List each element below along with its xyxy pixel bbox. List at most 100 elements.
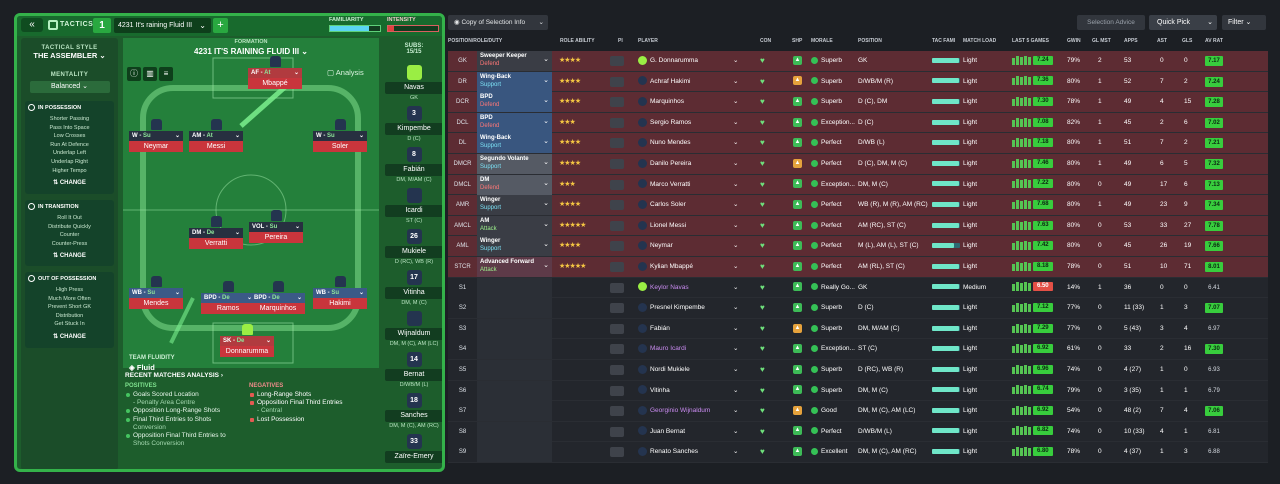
pitch-player-role[interactable]: DM - De ⌄ bbox=[189, 228, 243, 238]
pitch-player-mbappe[interactable]: AF - At ⌄ Mbappé bbox=[248, 56, 302, 89]
pi-toggle[interactable] bbox=[610, 406, 624, 417]
pitch-player-marquinhos[interactable]: BPD - De ⌄ Marquinhos bbox=[251, 281, 305, 314]
col-header[interactable]: AST bbox=[1157, 38, 1167, 44]
col-header[interactable]: TAC FAMI bbox=[932, 38, 956, 44]
sub-vitinha[interactable]: 17 Vitinha DM, M (C) bbox=[385, 270, 442, 306]
sub-bernat[interactable]: 14 Bernat D/WB/M (L) bbox=[385, 352, 442, 388]
pitch-player-role[interactable]: BPD - De ⌄ bbox=[201, 293, 255, 303]
pi-toggle[interactable] bbox=[610, 200, 624, 211]
tactic-slot-1[interactable]: 1 bbox=[93, 18, 111, 33]
filter-button[interactable]: Filter ⌄ bbox=[1222, 15, 1266, 30]
col-header[interactable]: GLS bbox=[1182, 38, 1193, 44]
tactical-style-select[interactable]: THE ASSEMBLER ⌄ bbox=[33, 51, 106, 60]
role-duty-select[interactable]: Advanced Forward Attack ⌄ bbox=[477, 256, 552, 277]
table-row[interactable]: S3 Fabián ⌄ ♥ ▲ Superb DM, M/AM (C) Light 7.29 7… bbox=[448, 318, 1268, 340]
role-duty-select[interactable]: AM Attack ⌄ bbox=[477, 215, 552, 236]
col-header[interactable]: CON bbox=[760, 38, 772, 44]
table-row[interactable]: DMCR Segundo Volante Support ⌄ ★★★★ Danilo Pe… bbox=[448, 153, 1268, 175]
table-row[interactable]: S5 Nordi Mukiele ⌄ ♥ ▲ Superb D (RC), WB (R) Li… bbox=[448, 359, 1268, 381]
bar-chart-icon[interactable]: ▥ bbox=[143, 67, 157, 81]
pitch-player-neymar[interactable]: W - Su ⌄ Neymar bbox=[129, 119, 183, 152]
player-menu-button[interactable]: ⌄ bbox=[733, 304, 739, 312]
role-duty-select[interactable]: Sweeper Keeper Defend ⌄ bbox=[477, 51, 552, 71]
player-menu-button[interactable]: ⌄ bbox=[733, 283, 739, 291]
player-menu-button[interactable]: ⌄ bbox=[733, 345, 739, 353]
table-row[interactable]: DCR BPD Defend ⌄ ★★★★ Marquinhos ⌄ ♥ ▲ Superb D (C… bbox=[448, 92, 1268, 113]
col-header[interactable]: MATCH LOAD bbox=[963, 38, 997, 44]
player-name[interactable]: Marquinhos bbox=[638, 92, 738, 112]
col-header[interactable]: POSITION bbox=[858, 38, 882, 44]
table-row[interactable]: AML Winger Support ⌄ ★★★★ Neymar ⌄ ♥ ▲ Perfect M (… bbox=[448, 236, 1268, 257]
player-menu-button[interactable]: ⌄ bbox=[733, 324, 739, 332]
pitch-player-pereira[interactable]: VOL - Su ⌄ Pereira bbox=[249, 210, 303, 243]
pi-toggle[interactable] bbox=[610, 56, 624, 66]
pi-toggle[interactable] bbox=[610, 220, 624, 231]
table-row[interactable]: STCR Advanced Forward Attack ⌄ ★★★★★ Kylian M… bbox=[448, 256, 1268, 278]
change-in-possession-button[interactable]: ⇅ CHANGE bbox=[53, 180, 86, 187]
sub-mukiele[interactable]: 26 Mukiele D (RC), WB (R) bbox=[385, 229, 442, 265]
pi-toggle[interactable] bbox=[610, 426, 624, 437]
pi-toggle[interactable] bbox=[610, 117, 624, 128]
player-name[interactable]: Carlos Soler bbox=[638, 195, 738, 215]
player-menu-button[interactable]: ⌄ bbox=[733, 118, 739, 126]
sub-sanches[interactable]: 18 Sanches DM, M (C), AM (RC) bbox=[385, 393, 442, 429]
pitch-player-mendes[interactable]: WB - Su ⌄ Mendes bbox=[129, 276, 183, 309]
pitch-player-messi[interactable]: AM - At ⌄ Messi bbox=[189, 119, 243, 152]
col-header[interactable]: APPS bbox=[1124, 38, 1138, 44]
sub-wijnaldum[interactable]: Wijnaldum DM, M (C), AM (LC) bbox=[385, 311, 442, 347]
pitch-player-hakimi[interactable]: WB - Su ⌄ Hakimi bbox=[313, 276, 367, 309]
pitch-player-role[interactable]: WB - Su ⌄ bbox=[313, 288, 367, 298]
tactic-select[interactable]: 4231 It's raining Fluid III ⌄ bbox=[114, 18, 211, 33]
role-duty-select[interactable]: Wing-Back Support ⌄ bbox=[477, 71, 552, 92]
table-row[interactable]: S1 Keylor Navas ⌄ ♥ ▲ Really Go... GK Medium 6.… bbox=[448, 277, 1268, 299]
pitch-player-role[interactable]: AM - At ⌄ bbox=[189, 131, 243, 141]
pi-toggle[interactable] bbox=[610, 385, 624, 396]
player-name[interactable]: G. Donnarumma bbox=[638, 51, 738, 71]
table-row[interactable]: S7 Georginio Wijnaldum ⌄ ♥ ▲ Good DM, M (C), A… bbox=[448, 401, 1268, 422]
pi-toggle[interactable] bbox=[610, 323, 624, 334]
pitch-player-soler[interactable]: W - Su ⌄ Soler bbox=[313, 119, 367, 152]
table-row[interactable]: S8 Juan Bernat ⌄ ♥ ▲ Perfect D/WB/M (L) Light 6… bbox=[448, 421, 1268, 443]
player-name[interactable]: Neymar bbox=[638, 236, 738, 256]
player-name[interactable]: Keylor Navas bbox=[638, 278, 738, 298]
player-menu-button[interactable]: ⌄ bbox=[733, 221, 739, 229]
view-select[interactable]: ◉ Copy of Selection Info ⌄ bbox=[448, 15, 548, 30]
pi-toggle[interactable] bbox=[610, 179, 624, 190]
pitch-player-role[interactable]: AF - At ⌄ bbox=[248, 68, 302, 78]
pitch-player-verratti[interactable]: DM - De ⌄ Verratti bbox=[189, 216, 243, 249]
table-row[interactable]: DR Wing-Back Support ⌄ ★★★★ Achraf Hakimi ⌄ ♥ ▲ S… bbox=[448, 71, 1268, 93]
player-menu-button[interactable]: ⌄ bbox=[733, 365, 739, 373]
change-out-of-possession-button[interactable]: ⇅ CHANGE bbox=[53, 333, 86, 340]
player-name[interactable]: Danilo Pereira bbox=[638, 154, 738, 174]
player-menu-button[interactable]: ⌄ bbox=[733, 139, 739, 147]
player-menu-button[interactable]: ⌄ bbox=[733, 262, 739, 270]
player-name[interactable]: Kylian Mbappé bbox=[638, 257, 738, 277]
quick-pick-button[interactable]: Quick Pick ⌄ bbox=[1149, 15, 1217, 30]
player-name[interactable]: Juan Bernat bbox=[638, 422, 738, 442]
player-menu-button[interactable]: ⌄ bbox=[733, 427, 739, 435]
pi-toggle[interactable] bbox=[610, 261, 624, 272]
pi-toggle[interactable] bbox=[610, 282, 624, 293]
col-header[interactable]: GWIN bbox=[1067, 38, 1081, 44]
pitch-player-role[interactable]: W - Su ⌄ bbox=[129, 131, 183, 141]
player-name[interactable]: Mauro Icardi bbox=[638, 339, 738, 359]
player-name[interactable]: Sergio Ramos bbox=[638, 113, 738, 133]
player-name[interactable]: Nordi Mukiele bbox=[638, 360, 738, 380]
player-name[interactable]: Georginio Wijnaldum bbox=[638, 401, 738, 421]
table-row[interactable]: S9 Renato Sanches ⌄ ♥ ▲ Excellent DM, M (C), A… bbox=[448, 442, 1268, 463]
player-menu-button[interactable]: ⌄ bbox=[733, 201, 739, 209]
table-row[interactable]: AMCL AM Attack ⌄ ★★★★★ Lionel Messi ⌄ ♥ ▲ Perfect… bbox=[448, 215, 1268, 237]
table-row[interactable]: S2 Presnel Kimpembe ⌄ ♥ ▲ Superb D (C) Light 7.… bbox=[448, 298, 1268, 319]
col-header[interactable]: SHP bbox=[792, 38, 803, 44]
player-menu-button[interactable]: ⌄ bbox=[733, 77, 739, 85]
rma-title[interactable]: RECENT MATCHES ANALYSIS › bbox=[125, 372, 224, 379]
sub-kimpembe[interactable]: 3 Kimpembe D (C) bbox=[385, 106, 442, 142]
add-tactic-button[interactable]: + bbox=[213, 18, 228, 33]
player-menu-button[interactable]: ⌄ bbox=[733, 180, 739, 188]
pi-toggle[interactable] bbox=[610, 303, 624, 314]
table-row[interactable]: DMCL DM Defend ⌄ ★★★ Marco Verratti ⌄ ♥ ▲ Excepti… bbox=[448, 174, 1268, 196]
pi-toggle[interactable] bbox=[610, 158, 624, 169]
table-row[interactable]: S6 Vitinha ⌄ ♥ ▲ Superb DM, M (C) Light 6.74 79%… bbox=[448, 380, 1268, 402]
sub-navas[interactable]: Navas GK bbox=[385, 65, 442, 101]
role-duty-select[interactable]: DM Defend ⌄ bbox=[477, 174, 552, 195]
